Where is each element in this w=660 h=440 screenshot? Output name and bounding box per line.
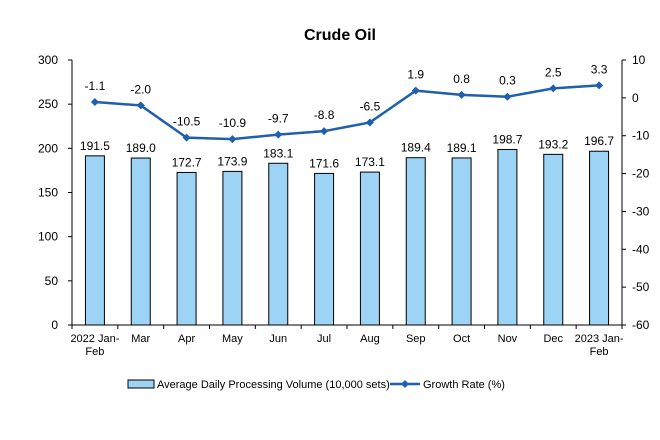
line-marker	[136, 101, 145, 110]
line-data-label: -1.1	[85, 79, 106, 93]
bar-data-label: 189.1	[447, 141, 477, 155]
bar-data-label: 189.0	[126, 141, 156, 155]
bar-data-label: 172.7	[172, 155, 202, 169]
right-tick-label: -10	[632, 129, 650, 143]
bar-data-label: 183.1	[263, 146, 293, 160]
left-tick-label: 250	[38, 97, 58, 111]
line-data-label: -10.5	[173, 115, 201, 129]
right-tick-label: 0	[632, 91, 639, 105]
line-marker	[90, 98, 99, 107]
line-data-label: -8.8	[314, 108, 335, 122]
left-tick-label: 300	[38, 53, 58, 67]
left-tick-label: 0	[51, 318, 58, 332]
line-marker	[365, 118, 374, 127]
line-marker	[457, 90, 466, 99]
line-data-label: -6.5	[360, 99, 381, 113]
x-tick-label: Mar	[131, 333, 150, 345]
right-tick-label: -50	[632, 280, 650, 294]
x-tick-label: May	[222, 333, 243, 345]
bar-data-label: 193.2	[538, 137, 568, 151]
x-tick-label: Nov	[498, 333, 518, 345]
right-tick-label: -30	[632, 204, 650, 218]
line-marker	[274, 130, 283, 139]
growth-rate-line	[94, 84, 600, 141]
right-tick-label: -60	[632, 318, 650, 332]
bar	[451, 157, 472, 326]
legend-marker-line	[401, 380, 409, 388]
bar	[84, 155, 105, 326]
bar	[589, 150, 610, 326]
line-data-label: -9.7	[268, 112, 289, 126]
bar	[359, 171, 380, 326]
right-tick-label: 10	[632, 53, 646, 67]
right-tick-label: -20	[632, 167, 650, 181]
line-marker	[411, 86, 420, 95]
chart-title: Crude Oil	[304, 27, 376, 44]
line-marker	[503, 92, 512, 101]
bar	[222, 170, 243, 326]
bar-data-label: 191.5	[80, 139, 110, 153]
line-marker	[320, 127, 329, 136]
legend-label-line: Growth Rate (%)	[423, 379, 505, 391]
bar-data-label: 198.7	[492, 132, 522, 146]
left-tick-label: 100	[38, 230, 58, 244]
left-tick-label: 150	[38, 186, 58, 200]
bar	[268, 162, 289, 326]
bar	[497, 148, 518, 326]
legend-label-bar: Average Daily Processing Volume (10,000 …	[157, 379, 390, 391]
line-marker	[228, 135, 237, 144]
line-data-label: 1.9	[407, 68, 424, 82]
bar-data-label: 173.9	[217, 154, 247, 168]
line-data-label: -2.0	[130, 82, 151, 96]
x-tick-label: Dec	[543, 333, 563, 345]
bar-data-label: 171.6	[309, 156, 339, 170]
x-tick-label: Jul	[317, 333, 331, 345]
bar	[176, 171, 197, 326]
bar	[405, 157, 426, 326]
x-tick-label: Jun	[269, 333, 287, 345]
right-tick-label: -40	[632, 242, 650, 256]
bar-series: 191.5 189.0 172.7 173.9 183.1 171.6 173.1 189.4…	[80, 132, 614, 326]
bar	[543, 153, 564, 326]
x-tick-label: Sep	[406, 333, 426, 345]
line-marker	[595, 81, 604, 90]
line-data-label: 0.8	[453, 72, 470, 86]
legend: Average Daily Processing Volume (10,000 …	[127, 379, 505, 391]
bar-data-label: 196.7	[584, 134, 614, 148]
line-data-label: 2.5	[545, 65, 562, 79]
bar	[130, 157, 151, 326]
legend-swatch-bar	[127, 379, 155, 389]
x-tick-label: Oct	[453, 333, 470, 345]
left-tick-label: 200	[38, 141, 58, 155]
line-data-label: 0.3	[499, 74, 516, 88]
bar-data-label: 189.4	[401, 141, 431, 155]
line-marker	[182, 133, 191, 142]
bar-data-label: 173.1	[355, 155, 385, 169]
line-marker	[549, 84, 558, 93]
left-tick-label: 50	[45, 274, 59, 288]
x-tick-label: Aug	[360, 333, 380, 345]
x-tick-label: 2023 Jan-Feb	[575, 333, 624, 358]
bar	[314, 172, 335, 326]
line-data-label: -10.9	[219, 116, 247, 130]
line-data-label: 3.3	[591, 62, 608, 76]
x-tick-label: Apr	[178, 333, 195, 345]
line-series: -1.1 -2.0 -10.5 -10.9 -9.7 -8.8 -6.5 1.9 0.8 0.3 2…	[85, 62, 608, 144]
x-tick-label: 2022 Jan-Feb	[70, 333, 119, 358]
axes: 0 50 100 150 200 250 300 -60 -50 -40 -30 -20 -10 0 10 2…	[38, 53, 650, 358]
